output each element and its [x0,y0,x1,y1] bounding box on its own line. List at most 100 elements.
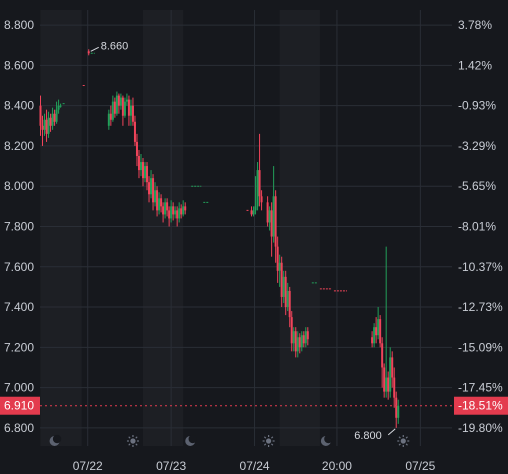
candle-body [302,335,305,344]
sun-icon [262,435,275,447]
candle-body [135,141,138,157]
candle-body [252,210,255,215]
candle-body [115,95,118,114]
candle-body [154,190,157,203]
percent-tick-label: -10.37% [458,260,503,274]
percent-tick-label: 1.42% [458,58,492,72]
candle-body [278,262,281,271]
candle-body [397,405,400,418]
candle-body [176,210,179,219]
candle-body [125,99,128,102]
night-shading [40,10,320,446]
moon-icon [185,434,197,446]
candle-body [53,113,56,122]
candle-body [41,125,44,130]
price-tick-label: 8.600 [4,58,34,72]
candle-body [129,105,132,116]
sun-icon [397,435,410,447]
candle-body [111,101,114,120]
session-band [40,10,82,446]
session-band [279,10,320,446]
price-tick-label: 6.800 [4,421,34,435]
candle-body [109,113,112,120]
candle-body [260,196,263,203]
candle-body [373,327,376,344]
candle-body [383,367,386,392]
price-tick-label: 7.800 [4,219,34,233]
percent-tick-label: -8.01% [458,219,496,233]
moon-icon [320,434,333,446]
time-axis: 07/22 07/23 07/24 20:00 07/25 [73,459,436,473]
candle-body [45,119,48,134]
candle-body [144,166,147,179]
price-tick-label: 7.000 [4,381,34,395]
candle-body [393,377,396,398]
candle-body [57,105,60,110]
candle-body [142,162,144,179]
candle-body [139,162,142,171]
candle-body [55,109,58,122]
price-tick-label: 7.400 [4,300,34,314]
price-tick-label: 7.600 [4,260,34,274]
candle-body [123,101,126,116]
candle-body [182,206,185,215]
min-annotation: 6.800 [354,428,396,442]
candle-body [152,178,155,203]
candle-body [274,196,277,247]
candle-body [127,99,130,116]
candle-body [270,210,273,237]
candle-body [107,113,110,126]
candle-body [385,377,388,392]
candle-body [168,210,171,219]
candlestick-series [39,49,400,428]
price-axis: 8.800 8.600 8.400 8.200 8.000 7.800 7.600 7.400… [4,18,34,435]
min-price-label: 6.800 [354,430,382,442]
candle-body [166,202,169,211]
candle-body [43,119,46,130]
candle-body [250,210,253,215]
percent-tick-label: -15.09% [458,340,503,354]
candle-body [304,331,307,344]
candle-body [280,262,283,297]
candle-body [288,290,291,318]
candle-body [117,95,120,106]
flat-price-segments [62,52,347,292]
candle-body [379,319,382,344]
percent-tick-label: -0.93% [458,99,496,113]
candle-body [254,206,257,211]
candle-body [381,343,384,368]
candle-body [121,97,124,116]
candle-body [146,166,149,183]
candle-body [150,178,153,195]
percent-tick-label: -19.80% [458,421,503,435]
candle-body [258,170,261,197]
candle-body [160,198,163,207]
current-pct-label: -18.51% [458,399,503,413]
candle-body [256,170,259,207]
candle-body [272,196,275,237]
candle-body [377,319,380,336]
candle-body [131,105,134,122]
current-pct-badge-right: -18.51% [454,396,508,415]
candle-body [174,210,177,215]
percent-tick-label: -3.29% [458,139,496,153]
candle-body [395,397,398,418]
candle-body [172,206,175,215]
max-price-label: 8.660 [101,40,129,52]
price-tick-label: 8.000 [4,179,34,193]
candle-body [276,246,279,271]
candle-body [39,105,42,126]
session-icons [49,434,410,447]
time-tick-label: 07/25 [405,459,435,473]
price-tick-label: 8.200 [4,139,34,153]
candle-body [286,290,289,308]
candle-body [284,276,287,308]
candle-body [59,105,62,107]
current-price-label: 6.910 [4,399,34,413]
candle-body [178,208,181,219]
candle-body [164,202,167,215]
candle-body [156,190,159,211]
candle-body [148,182,151,195]
percent-tick-label: -17.45% [458,381,503,395]
